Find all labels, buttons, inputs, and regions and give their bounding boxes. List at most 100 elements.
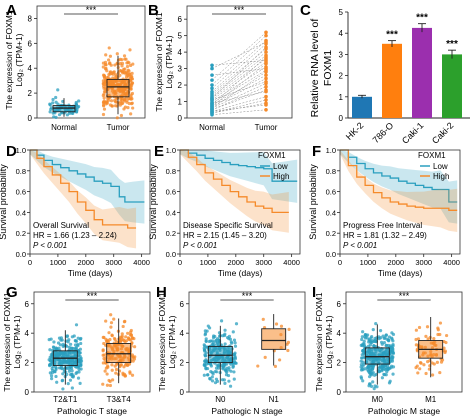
panel-h-g0-point xyxy=(223,342,227,346)
panel-c-bar xyxy=(382,43,402,118)
panel-a-xtick-1: Tumor xyxy=(107,123,130,132)
panel-e-legend-title: FOXM1 xyxy=(258,151,286,160)
panel-i-g0-point xyxy=(362,342,366,346)
panel-i-g0-point xyxy=(372,339,376,343)
panel-i-g0-point xyxy=(371,370,375,375)
panel-a-tumor-point xyxy=(129,87,133,91)
panel-a-normal-point xyxy=(56,88,60,92)
panel-g-g1-point xyxy=(101,361,105,365)
panel-b-pair-line xyxy=(211,42,267,69)
panel-a-ytick-label: 4 xyxy=(28,64,33,73)
panel-label-e: E xyxy=(154,143,164,160)
panel-d-p-text: P < 0.001 xyxy=(33,241,67,250)
panel-a-normal-point xyxy=(49,106,54,110)
panel-i-g1-point xyxy=(438,321,443,325)
panel-e-xtick-label: 4000 xyxy=(283,258,300,267)
panel-i-g0-point xyxy=(369,384,374,388)
panel-g-g0-point xyxy=(50,377,54,381)
panel-h-g0-point xyxy=(208,326,212,330)
panel-b-pair-line xyxy=(211,81,267,101)
panel-g-ytick-label: 0 xyxy=(25,388,30,397)
panel-i-g1-point xyxy=(414,328,418,332)
panel-b-tumor-point xyxy=(264,45,268,49)
panel-h-g0-point xyxy=(203,333,207,337)
panel-b-normal-point xyxy=(210,86,214,91)
panel-g-g0-point xyxy=(57,346,61,350)
panel-h-g0-point xyxy=(210,370,214,375)
panel-b-ytick-label: 0 xyxy=(178,114,183,123)
panel-i-g0-point xyxy=(370,340,374,344)
panel-g-g1-point xyxy=(108,337,112,342)
panel-g-g0-point xyxy=(69,342,73,346)
panel-b-tumor-point xyxy=(264,98,268,102)
panel-e-low-curve xyxy=(180,149,298,182)
panel-b-ytick-label: 2 xyxy=(178,81,183,90)
panel-i-g1-point xyxy=(436,332,440,337)
panel-a-normal-point xyxy=(75,109,79,114)
panel-e-xtick-label: 2000 xyxy=(227,258,244,267)
panel-label-c: C xyxy=(300,2,311,19)
panel-g-g0-point xyxy=(48,348,52,352)
panel-b-pair-line xyxy=(211,40,267,89)
panel-a-tumor-point xyxy=(126,106,130,110)
panel-label-f: F xyxy=(312,143,321,160)
panel-f-legend-high-label: High xyxy=(433,172,449,181)
panel-label-b: B xyxy=(148,2,159,19)
panel-h-g0-point xyxy=(202,373,206,377)
panel-c-ylabel-2: FOXM1 xyxy=(322,50,334,86)
panel-g-g1-point xyxy=(128,370,132,374)
panel-g-g0-point xyxy=(79,356,83,360)
panel-i-g0-point xyxy=(380,376,384,380)
panel-h-g0-point xyxy=(225,370,229,374)
panel-a-tumor-point xyxy=(128,48,132,52)
panel-b-pair-line xyxy=(211,68,267,76)
panel-i-g0-box xyxy=(364,347,390,365)
panel-a-normal-point xyxy=(51,97,55,102)
panel-e-legend-low-label: Low xyxy=(273,162,288,171)
panel-a-tumor-point xyxy=(126,60,130,64)
panel-a-normal-point xyxy=(77,99,81,103)
panel-e-xtick-label: 3000 xyxy=(255,258,272,267)
panel-e: E Survival probability Time (days) 0.0 0.2 0… xyxy=(148,143,301,278)
panel-g-g1-point xyxy=(118,339,123,343)
panel-i-g1-point xyxy=(415,347,419,352)
panel-a-tumor-point xyxy=(122,54,127,58)
panel-h-g0-point xyxy=(203,329,207,333)
panel-i-g0-point xyxy=(359,375,363,379)
panel-i-g0-point xyxy=(391,365,396,369)
panel-f-ytick-label: 0.2 xyxy=(326,229,336,238)
panel-g-frame xyxy=(33,291,151,393)
panel-a-tumor-point xyxy=(119,113,124,118)
panel-i-g0-point xyxy=(368,364,372,368)
panel-g-g0-point xyxy=(60,378,65,382)
panel-h-g1-point xyxy=(273,364,278,368)
panel-g-g1-point xyxy=(109,313,113,317)
panel-b-normal-point xyxy=(210,96,214,101)
panel-b-tumor-point xyxy=(264,94,268,99)
panel-a-ytick-label: 6 xyxy=(28,39,33,48)
panel-c-annotation: *** xyxy=(386,30,398,41)
panel-i-g0-point xyxy=(371,328,375,332)
panel-f-xtick-label: 1000 xyxy=(360,258,377,267)
panel-a-tumor-point xyxy=(120,61,125,66)
panel-g-g0-point xyxy=(78,381,82,385)
panel-b-normal-point xyxy=(210,103,214,107)
panel-e-legend-high-label: High xyxy=(273,172,289,181)
panel-h-g0-point xyxy=(226,373,231,378)
panel-g-g1-point xyxy=(124,335,128,339)
panel-d-ytick-label: 0.2 xyxy=(16,229,26,238)
panel-b-pair-line xyxy=(211,35,267,86)
panel-a-tumor-point xyxy=(119,69,123,73)
panel-a-tumor-point xyxy=(104,66,108,71)
panel-i-g0-point xyxy=(360,353,364,357)
panel-i-g1-point xyxy=(427,367,431,371)
panel-e-frame xyxy=(179,149,301,255)
panel-a-tumor-point xyxy=(123,67,127,71)
panel-f-legend-low-label: Low xyxy=(433,162,448,171)
panel-g-g1-point xyxy=(119,363,123,367)
panel-a-tumor-point xyxy=(125,64,130,69)
panel-a-tumor-point xyxy=(115,52,119,56)
panel-i-g0-point xyxy=(361,349,365,353)
panel-label-g: G xyxy=(6,284,18,301)
panel-e-ytick-label: 1.0 xyxy=(166,146,176,155)
